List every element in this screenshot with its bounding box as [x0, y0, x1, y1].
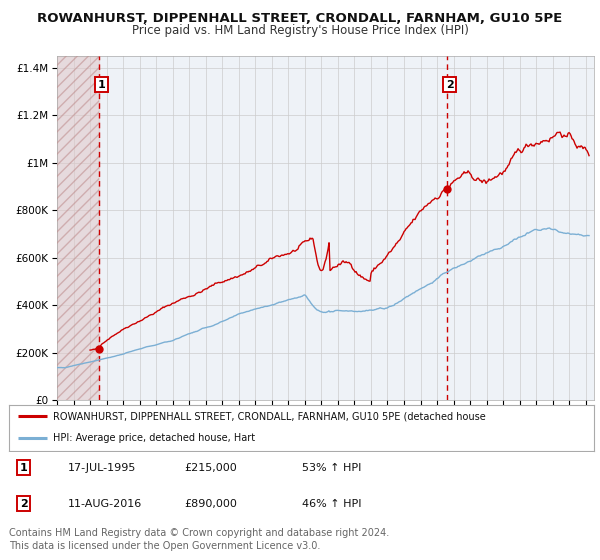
Text: 1: 1: [20, 463, 28, 473]
Text: Price paid vs. HM Land Registry's House Price Index (HPI): Price paid vs. HM Land Registry's House …: [131, 24, 469, 36]
Text: 2: 2: [446, 80, 454, 90]
Text: 17-JUL-1995: 17-JUL-1995: [67, 463, 136, 473]
Text: HPI: Average price, detached house, Hart: HPI: Average price, detached house, Hart: [53, 433, 255, 443]
Text: Contains HM Land Registry data © Crown copyright and database right 2024.
This d: Contains HM Land Registry data © Crown c…: [9, 528, 389, 550]
Text: 11-AUG-2016: 11-AUG-2016: [67, 498, 142, 508]
Bar: [57, 56, 99, 400]
Text: 1: 1: [98, 80, 106, 90]
Text: 2: 2: [20, 498, 28, 508]
Text: ROWANHURST, DIPPENHALL STREET, CRONDALL, FARNHAM, GU10 5PE: ROWANHURST, DIPPENHALL STREET, CRONDALL,…: [37, 12, 563, 25]
Bar: [57, 56, 99, 400]
Text: 46% ↑ HPI: 46% ↑ HPI: [302, 498, 361, 508]
Text: £890,000: £890,000: [185, 498, 238, 508]
Text: 53% ↑ HPI: 53% ↑ HPI: [302, 463, 361, 473]
Text: £215,000: £215,000: [185, 463, 237, 473]
Text: ROWANHURST, DIPPENHALL STREET, CRONDALL, FARNHAM, GU10 5PE (detached house: ROWANHURST, DIPPENHALL STREET, CRONDALL,…: [53, 412, 485, 421]
